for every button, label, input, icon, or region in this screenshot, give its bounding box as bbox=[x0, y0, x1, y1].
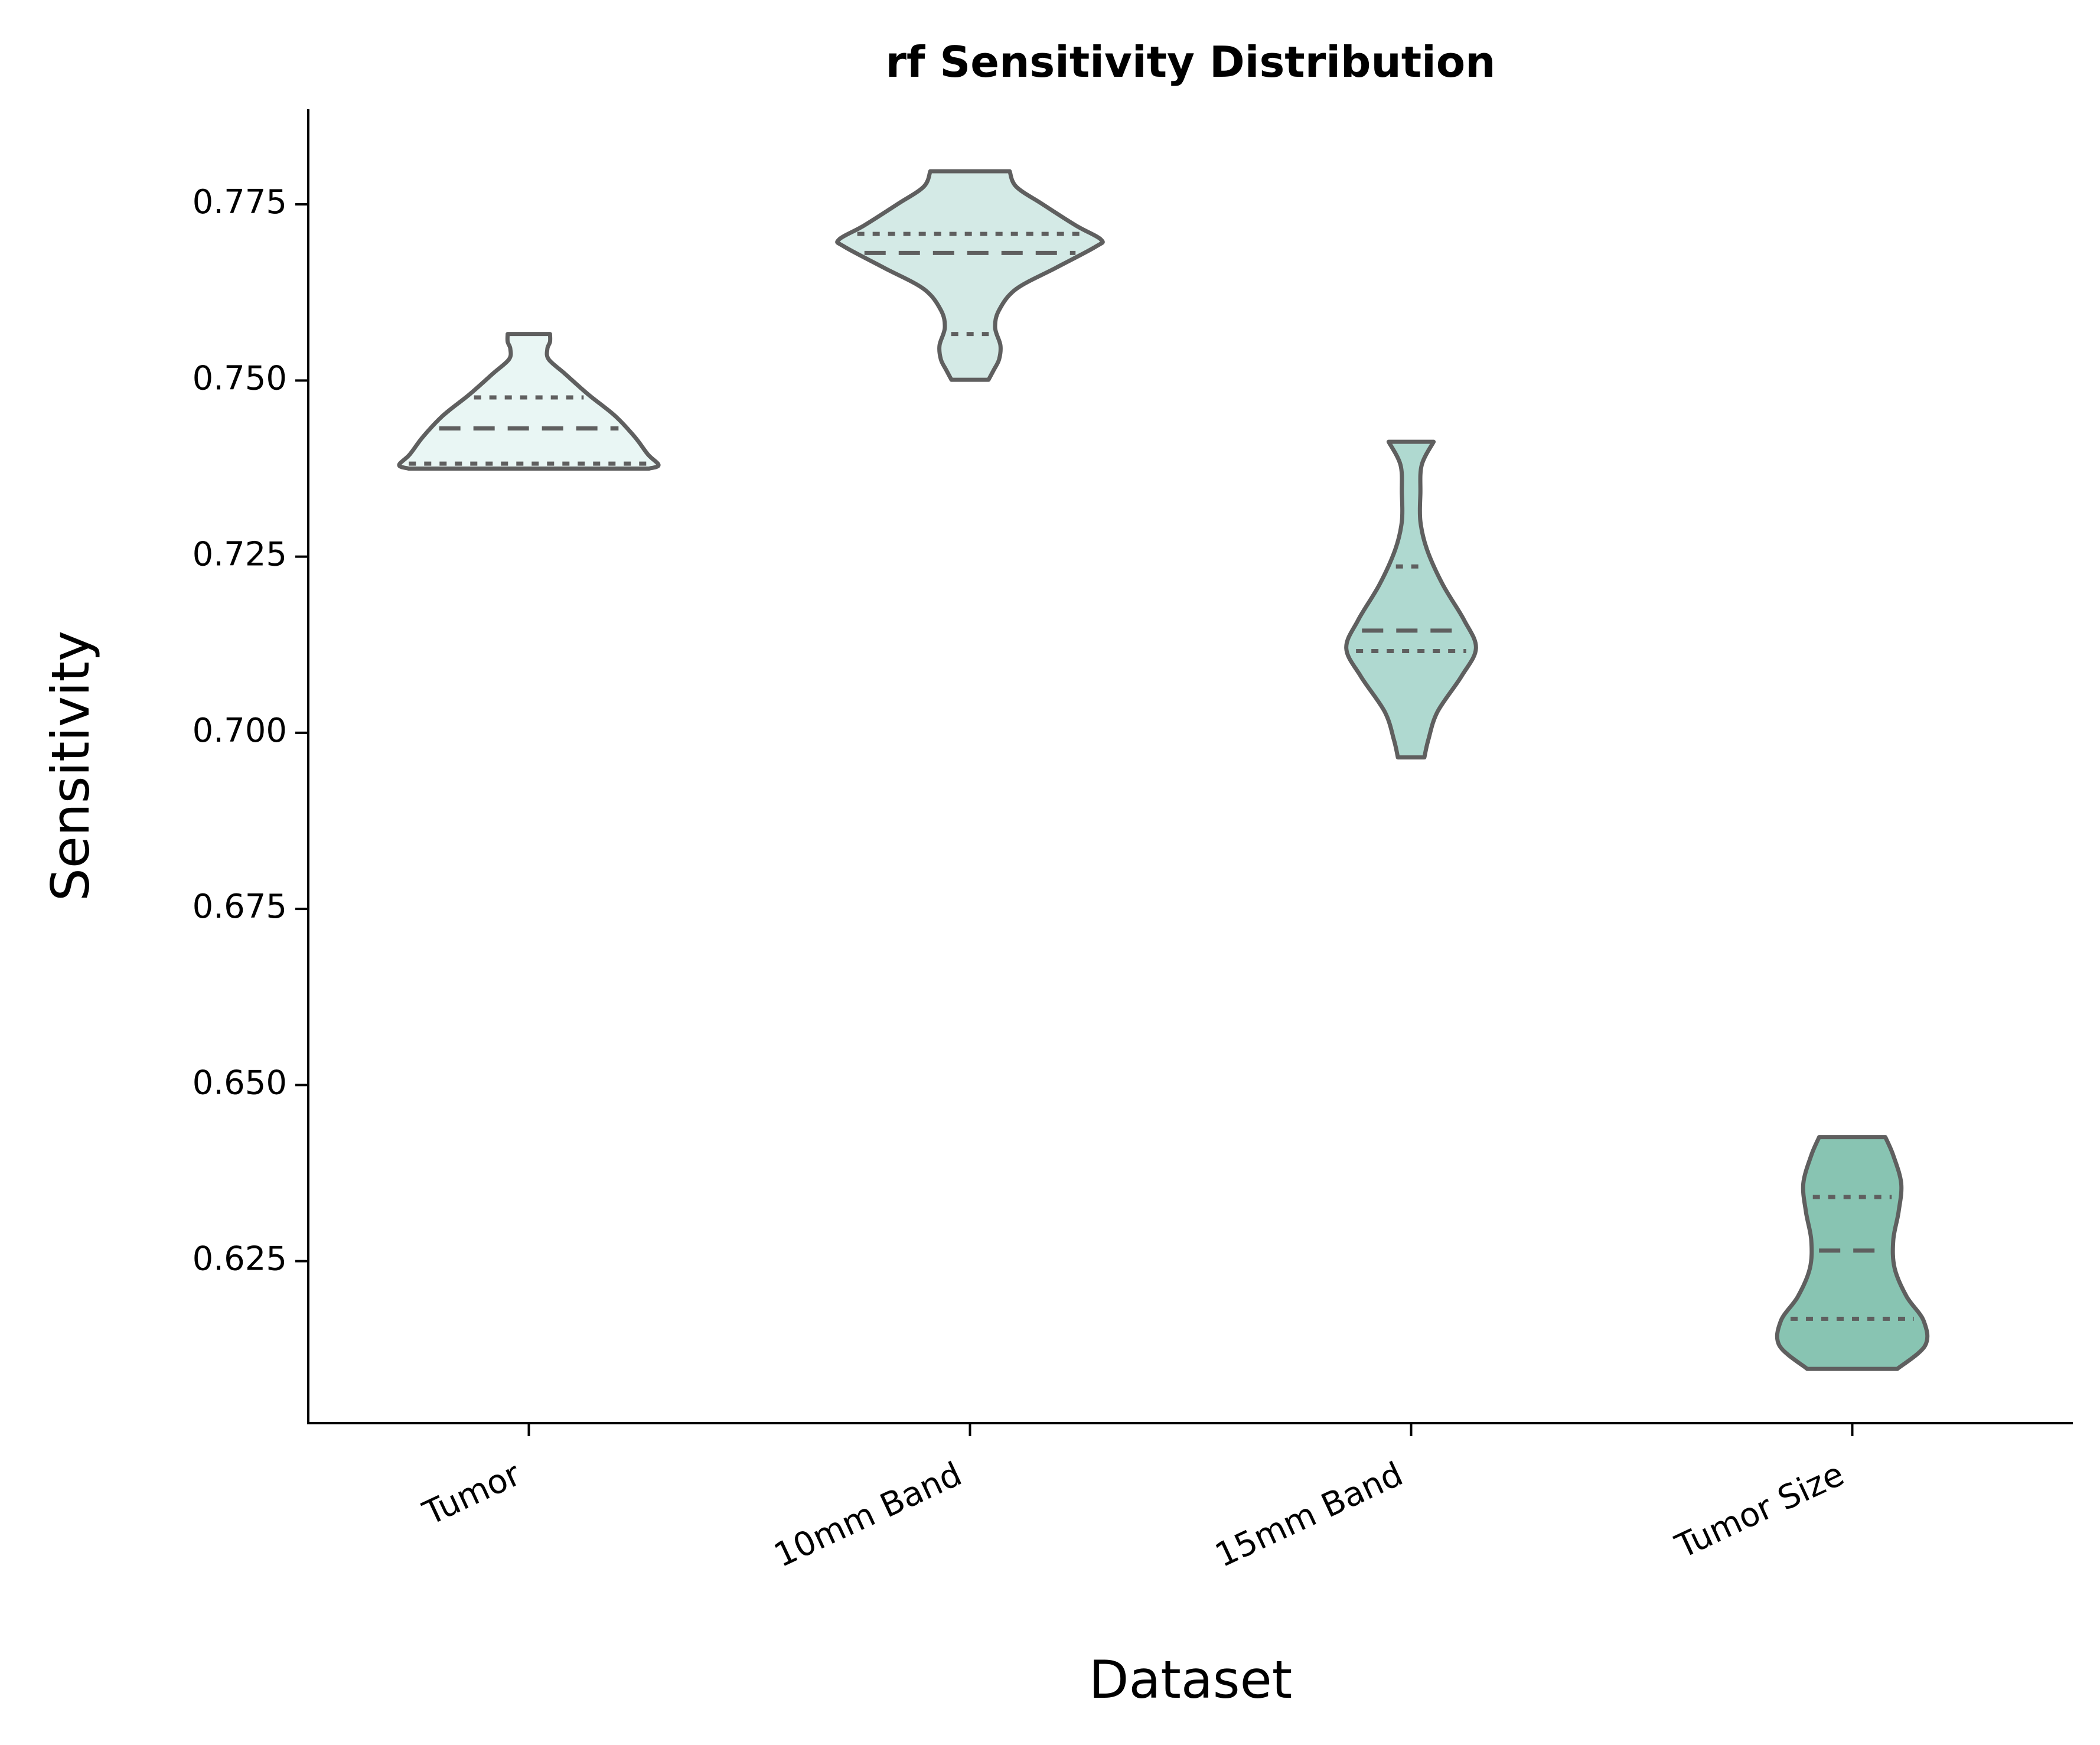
violin-body bbox=[397, 332, 661, 471]
y-tick-label: 0.725 bbox=[193, 536, 287, 574]
x-tick-label: Tumor Size bbox=[1669, 1455, 1850, 1567]
x-tick-label: Tumor bbox=[417, 1454, 527, 1533]
y-tick-label: 0.750 bbox=[193, 359, 287, 397]
y-axis-title: Sensitivity bbox=[40, 631, 101, 901]
y-tick-label: 0.625 bbox=[193, 1240, 287, 1278]
y-tick-label: 0.675 bbox=[193, 888, 287, 926]
axes-group bbox=[307, 109, 2073, 1424]
y-tick-label: 0.650 bbox=[193, 1064, 287, 1102]
violin-body bbox=[835, 169, 1105, 382]
y-ticks-group: 0.625 0.650 0.675 0.700 0.725 0.750 0.775 bbox=[193, 183, 308, 1278]
chart-title: rf Sensitivity Distribution bbox=[885, 37, 1495, 87]
violin-body bbox=[1344, 439, 1478, 760]
violins-group bbox=[397, 169, 1930, 1371]
y-tick-label: 0.700 bbox=[193, 712, 287, 750]
x-tick-label: 15mm Band bbox=[1209, 1455, 1408, 1575]
violin-body bbox=[1775, 1135, 1930, 1371]
x-axis-title: Dataset bbox=[1089, 1649, 1293, 1710]
y-tick-label: 0.775 bbox=[193, 183, 287, 221]
x-tick-label: 10mm Band bbox=[768, 1455, 967, 1575]
x-ticks-group: Tumor 10mm Band 15mm Band Tumor Size bbox=[417, 1423, 1854, 1575]
